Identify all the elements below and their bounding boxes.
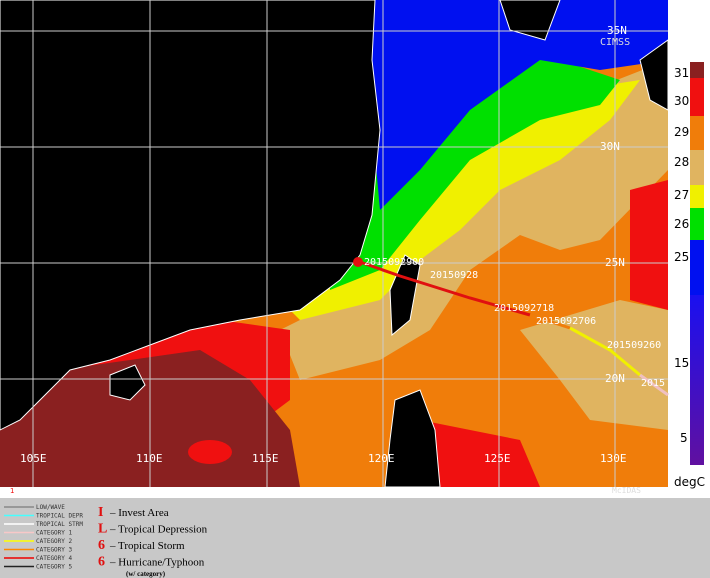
- legend-symbol: I: [98, 505, 103, 520]
- lon-label: 125E: [484, 452, 511, 465]
- lat-label: 25N: [605, 256, 625, 269]
- colorbar-label: 27: [674, 188, 689, 202]
- legend-symbol: 6: [98, 538, 105, 553]
- colorbar-label: 26: [674, 217, 689, 231]
- lat-label: 30N: [600, 140, 620, 153]
- lon-label: 130E: [600, 452, 627, 465]
- sst-map: [0, 0, 669, 488]
- legend-track: CATEGORY 4: [36, 555, 73, 562]
- legend-text: – Invest Area: [109, 507, 169, 519]
- track-label: 201509260: [607, 340, 661, 351]
- legend-track: LOW/WAVE: [36, 504, 65, 511]
- lat-label: 20N: [605, 372, 625, 385]
- lon-label: 120E: [368, 452, 395, 465]
- legend-text: – Tropical Storm: [109, 540, 185, 552]
- legend-symbol: 6: [98, 555, 105, 570]
- credit: McIDAS: [612, 486, 641, 495]
- colorbar-label: 31: [674, 66, 689, 80]
- lon-label: 105E: [20, 452, 47, 465]
- colorbar-label: 29: [674, 125, 689, 139]
- legend-track: CATEGORY 1: [36, 530, 73, 537]
- legend-track: CATEGORY 5: [36, 564, 73, 571]
- legend-track: CATEGORY 3: [36, 547, 73, 554]
- track-label: 20150928: [430, 270, 478, 281]
- grid: [0, 0, 668, 487]
- colorbar-unit: degC: [674, 475, 705, 489]
- legend-track: TROPICAL DEPR: [36, 513, 83, 520]
- track-label: 2015092718: [494, 303, 554, 314]
- colorbar-label: 30: [674, 94, 689, 108]
- colorbar-label: 5: [680, 431, 688, 445]
- track-label: 2015092900: [364, 257, 424, 268]
- lon-label: 115E: [252, 452, 279, 465]
- storm-symbol: [353, 257, 363, 267]
- storm-track: [359, 260, 669, 397]
- colorbar-label: 25: [674, 250, 689, 264]
- legend-symbol: L: [98, 522, 107, 537]
- lon-label: 110E: [136, 452, 163, 465]
- legend-note: (w/ category): [126, 570, 166, 578]
- track-label: 2015: [641, 378, 665, 389]
- colorbar-label: 28: [674, 155, 689, 169]
- track-label: 2015092706: [536, 316, 596, 327]
- colorbar-label: 15: [674, 356, 689, 370]
- legend-track: CATEGORY 2: [36, 538, 73, 545]
- legend-panel: [0, 498, 710, 578]
- colorbar: [690, 62, 704, 465]
- lat-label: 35N: [607, 24, 627, 37]
- legend-text: – Hurricane/Typhoon: [109, 557, 205, 569]
- legend-text: – Tropical Depression: [109, 524, 208, 536]
- logo: CIMSS: [600, 37, 630, 48]
- frame-number: 1: [10, 487, 14, 495]
- legend-track: TROPICAL STRM: [36, 521, 83, 528]
